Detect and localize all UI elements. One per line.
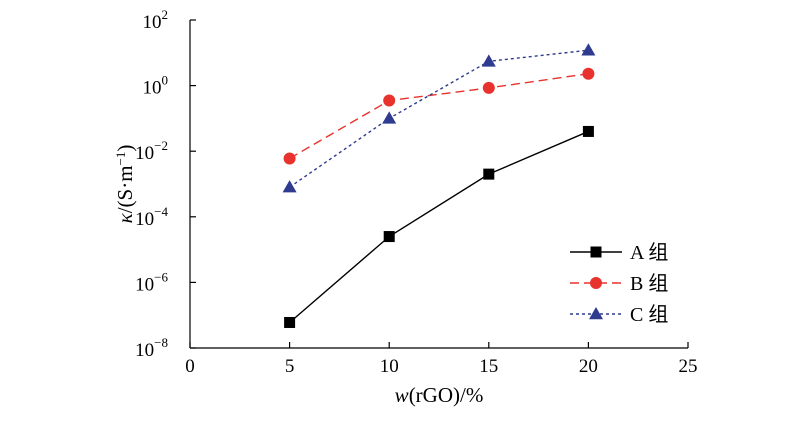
data-point — [481, 54, 496, 67]
y-tick-label: 10−8 — [135, 335, 168, 361]
x-tick-label: 0 — [185, 356, 195, 377]
x-tick-label: 5 — [285, 356, 295, 377]
data-point — [581, 43, 596, 56]
y-tick-label: 102 — [143, 7, 169, 33]
series-2 — [282, 43, 596, 193]
data-point — [283, 152, 296, 165]
x-axis-title: w(rGO)/% — [395, 383, 484, 407]
plot-area — [282, 43, 596, 328]
series-1 — [283, 67, 595, 165]
legend-label: A 组 — [630, 241, 668, 264]
legend: A 组 B 组 C 组 — [570, 241, 668, 326]
x-tick-label: 10 — [380, 356, 399, 377]
legend-label: B 组 — [630, 272, 668, 295]
x-tick-label: 15 — [479, 356, 498, 377]
y-axis-title: κ/(S·m−1) — [113, 145, 138, 224]
legend-marker — [590, 246, 602, 258]
legend-label: C 组 — [630, 303, 668, 326]
series-line — [289, 73, 589, 160]
axes: 0 5 10 15 20 25 10−8 10−6 10−4 10−2 100 102 — [135, 7, 697, 377]
series-line — [289, 130, 589, 324]
data-point — [482, 81, 495, 94]
y-tick-label: 10−2 — [135, 138, 168, 164]
y-tick-label: 100 — [143, 73, 169, 99]
data-point — [282, 180, 297, 193]
data-point — [284, 316, 296, 328]
y-tick-label: 10−4 — [135, 204, 168, 230]
data-point — [383, 94, 396, 107]
data-point — [483, 168, 495, 180]
legend-marker — [590, 277, 602, 289]
series-line — [289, 49, 589, 188]
legend-marker — [589, 307, 603, 320]
x-tick-label: 20 — [579, 356, 598, 377]
data-point — [382, 111, 397, 124]
data-point — [582, 125, 594, 137]
x-tick-label: 25 — [679, 356, 698, 377]
data-point — [582, 67, 595, 80]
data-point — [383, 231, 395, 243]
y-tick-label: 10−6 — [135, 269, 168, 295]
series-0 — [284, 125, 594, 328]
